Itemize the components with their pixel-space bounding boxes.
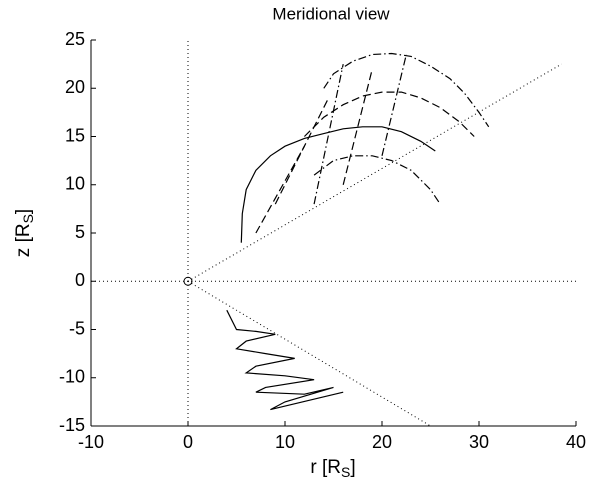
trajectory-line: [303, 91, 475, 137]
y-tick-label: 5: [75, 222, 85, 242]
x-axis-label: r [RS]: [310, 457, 355, 480]
y-tick-label: 25: [65, 29, 85, 49]
trajectory-line: [187, 63, 562, 282]
x-label-end: ]: [350, 457, 355, 478]
y-tick-label: -5: [69, 318, 85, 338]
y-label-text: z [R: [13, 223, 34, 257]
chart-title: Meridional view: [272, 4, 390, 23]
x-tick-label: 0: [183, 432, 193, 452]
x-tick-label: 30: [469, 432, 489, 452]
y-axis-label: z [RS]: [13, 209, 36, 257]
y-tick-label: 15: [65, 125, 85, 145]
x-tick-label: 10: [275, 432, 295, 452]
trajectory-line: [255, 145, 305, 234]
y-label-sub: S: [20, 214, 36, 223]
trajectory-line: [381, 54, 407, 156]
x-label-text: r [R: [310, 457, 341, 478]
trajectory-line: [240, 126, 436, 243]
y-tick-label: -15: [59, 415, 85, 435]
x-tick-label: 40: [566, 432, 586, 452]
y-tick-label: -10: [59, 367, 85, 387]
trajectory-line: [323, 52, 490, 128]
trajectory-line: [226, 309, 344, 411]
trajectory-line: [274, 97, 330, 205]
trajectory-line: [187, 280, 431, 427]
y-tick-label: 20: [65, 77, 85, 97]
trajectory-line: [313, 155, 441, 205]
y-label-end: ]: [13, 209, 34, 214]
y-tick-label: 10: [65, 174, 85, 194]
y-tick-label: 0: [75, 270, 85, 290]
origin-marker: [183, 276, 193, 286]
x-tick-label: -10: [78, 432, 104, 452]
x-label-sub: S: [341, 464, 350, 480]
trajectory-line: [342, 68, 373, 185]
trajectory-line: [313, 63, 344, 205]
x-tick-label: 20: [372, 432, 392, 452]
